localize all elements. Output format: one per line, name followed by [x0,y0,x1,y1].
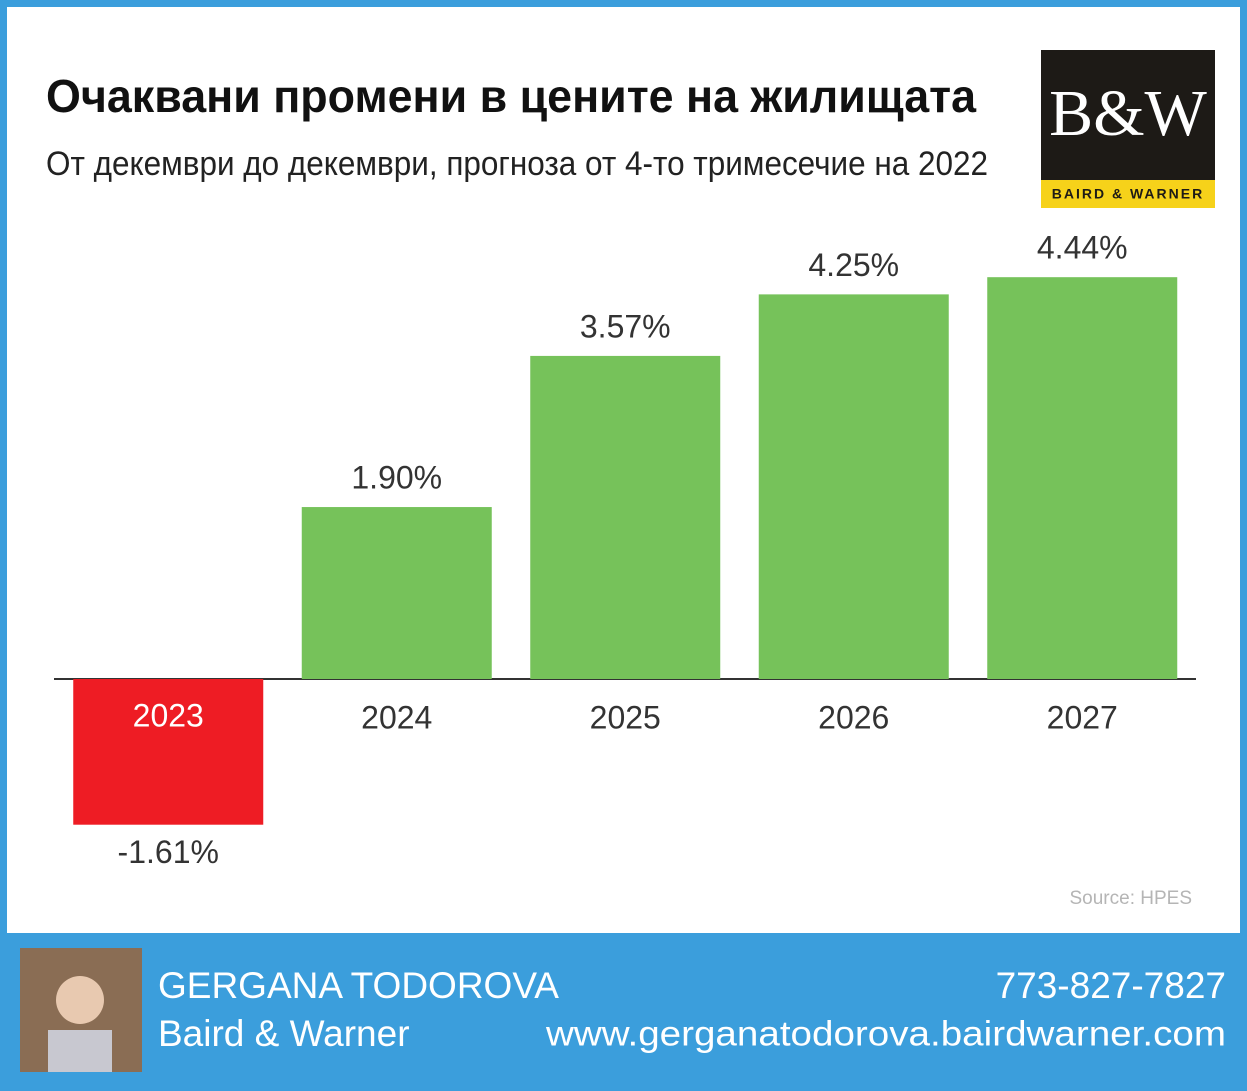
x-tick-label: 2023 [133,697,204,733]
x-tick-label: 2027 [1047,699,1118,735]
photo-body [48,1030,112,1072]
agent-name: GERGANA TODOROVA [158,965,559,1006]
x-tick-label: 2024 [361,699,432,735]
agent-website[interactable]: www.gergana​todorova.bairdwarner.com [545,1014,1226,1053]
value-label: 1.90% [351,460,442,496]
footer: GERGANA TODOROVA Baird & Warner 773-827-… [20,948,1226,1072]
logo-mark: B&W [1049,77,1207,150]
chart-subtitle: От декември до декември, прогноза от 4-т… [46,145,988,183]
value-label: 4.44% [1037,230,1128,266]
value-label: -1.61% [118,834,219,870]
chart-title: Очаквани промени в цените на жилищата [46,70,976,122]
x-tick-label: 2025 [590,699,661,735]
bar [530,355,721,679]
bar [758,294,949,679]
agent-company: Baird & Warner [158,1013,410,1054]
bar [301,507,492,679]
bar [73,679,264,825]
photo-face [56,976,104,1024]
logo-band [1041,180,1215,208]
bar [987,277,1178,679]
value-label: 3.57% [580,308,671,344]
x-tick-label: 2026 [818,699,889,735]
value-label: 4.25% [808,247,899,283]
agent-phone: 773-827-7827 [996,965,1226,1006]
source: Source: HPES [1070,888,1193,909]
logo: B&W BAIRD & WARNER [1041,50,1215,208]
logo-name: BAIRD & WARNER [1052,186,1204,202]
